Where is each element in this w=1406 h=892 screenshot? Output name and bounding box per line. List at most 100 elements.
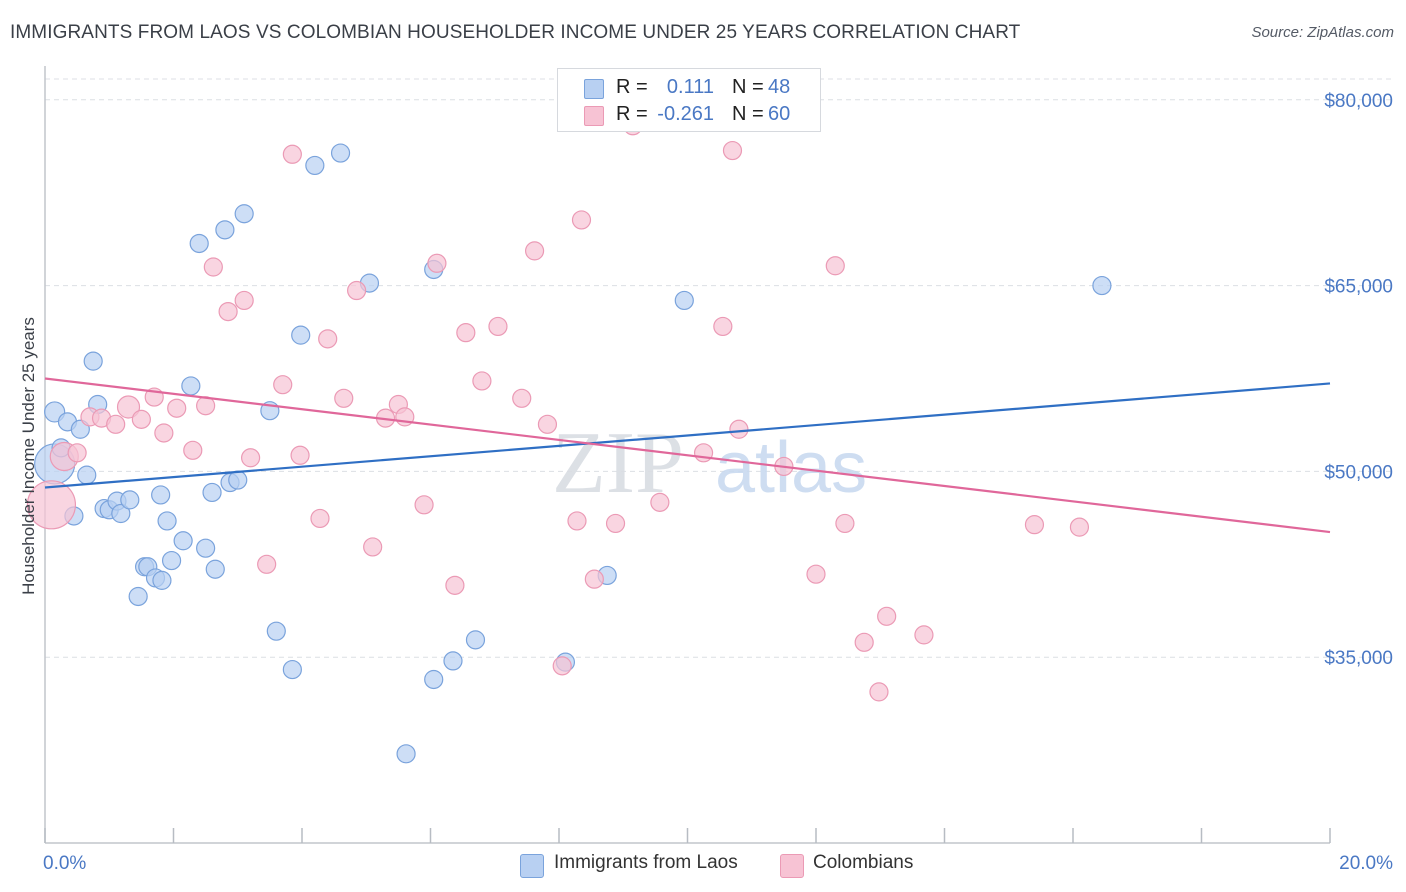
colombians-point [347,280,367,301]
colombians-point [363,537,383,557]
colombians-point [914,625,934,645]
laos-point [205,559,225,579]
colombians-point [605,513,626,534]
colombians-point [1069,517,1090,537]
trend-lines [44,377,1331,534]
colombians-point [1024,515,1045,535]
legend-n-value: 60 [768,103,791,125]
legend-r-label: R = [616,103,648,125]
y-axis-label: Householder Income Under 25 years [19,317,38,595]
colombians-point [131,409,151,429]
legend-swatch-colombians [780,854,804,878]
laos-point [266,621,286,641]
laos-point [424,669,444,690]
colombians-point [26,480,77,530]
colombians-point [273,375,293,395]
colombians-point [806,564,826,584]
laos-point [181,376,201,396]
legend-n-label: N = [732,103,764,125]
legend-r-label: R = [616,76,648,98]
colombians-point [869,682,889,702]
laos-point [443,651,463,671]
colombians-point [154,423,174,443]
laos-point [128,586,148,607]
legend-r-value: 0.111 [666,76,714,98]
laos-point [465,630,486,650]
colombians-point [713,316,733,337]
legend-label-colombians: Colombians [813,852,914,873]
colombians-point [571,210,592,230]
legend-swatch-laos [584,79,604,99]
laos-point [152,570,172,590]
y-tick-label: $35,000 [1324,648,1393,669]
colombians-point [234,290,254,311]
laos-point [83,351,103,371]
legend-row-colombians: R = -0.261 N = 60 [558,101,820,127]
colombians-point [567,511,587,531]
laos-point [1092,275,1112,296]
colombians-point [854,632,874,652]
x-tick-labels: 0.0% 20.0% [43,853,1393,874]
colombians-point [537,414,558,434]
colombians-point [318,329,338,349]
trend-line-laos [44,382,1331,489]
colombians-point [116,395,141,419]
colombians-point [512,388,532,408]
legend-r-value: -0.261 [657,103,714,125]
colombians-point [524,241,545,261]
grid-lines [45,78,1393,658]
laos-point [111,503,131,524]
colombians-point [552,656,572,676]
legend-n-label: N = [732,76,764,98]
laos-point [228,470,248,490]
legend-row-laos: R = 0.111 N = 48 [558,74,820,100]
colombians-point [650,492,670,512]
x-tick-label: 0.0% [43,853,86,874]
chart-title: IMMIGRANTS FROM LAOS VS COLOMBIAN HOUSEH… [10,22,1021,43]
laos-point [305,155,325,176]
colombians-point [241,448,261,468]
laos-point [189,233,209,254]
colombians-point [445,575,465,595]
y-tick-label: $80,000 [1324,91,1393,112]
colombians-point [456,323,476,343]
legend-swatch-colombians [584,106,604,126]
colombians-point [729,419,749,439]
colombians-point [257,554,277,574]
colombians-point [825,256,845,276]
colombians-point [203,257,223,277]
colombians-point [334,388,354,408]
colombians-point [877,606,897,626]
colombians-point [167,398,187,418]
colombians-point [835,513,855,534]
colombians-point [310,508,330,529]
colombians-point [67,443,87,463]
colombians-point [183,440,203,460]
colombians-point [427,253,447,273]
laos-point [215,220,235,240]
y-tick-label: $65,000 [1324,277,1393,298]
x-tick-label: 20.0% [1339,853,1393,874]
colombians-point [218,301,238,322]
source-label: Source: ZipAtlas.com [1251,24,1394,41]
legend-n-value: 48 [768,76,791,98]
laos-point [396,744,416,764]
trend-line-colombians [44,377,1331,534]
series-colombians-points [26,116,1090,702]
laos-point [282,659,302,680]
laos-point [173,531,193,551]
correlation-legend: R = 0.111 N = 48 R = -0.261 N = 60 [557,68,821,132]
watermark: ZIP atlas [552,415,867,512]
y-tick-label: $50,000 [1324,462,1393,483]
legend-swatch-laos [520,854,544,878]
laos-point [120,490,140,510]
colombians-point [693,443,714,463]
laos-point [234,204,254,224]
colombians-point [488,316,508,337]
colombians-point [414,495,434,515]
colombians-point [106,414,126,434]
colombians-point [290,445,310,465]
laos-point [161,550,182,571]
laos-point [330,143,351,163]
